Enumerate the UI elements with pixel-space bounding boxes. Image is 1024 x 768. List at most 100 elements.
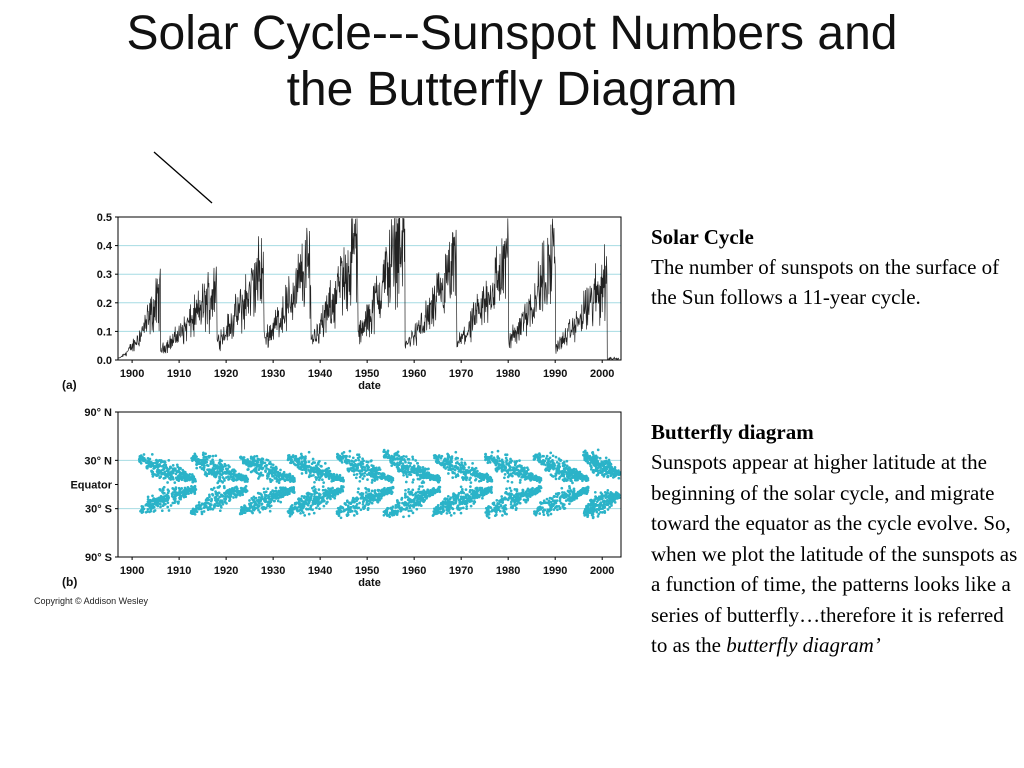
sunspot-dot [572,491,575,495]
sunspot-dot [268,477,272,481]
sunspot-dot [279,500,283,504]
sunspot-dot [251,459,255,463]
sunspot-dot [568,486,572,490]
sunspot-dot [219,464,222,468]
sunspot-dot [514,499,518,503]
sunspot-dot [198,465,202,469]
sunspot-dot [561,491,564,494]
sunspot-dot [252,499,256,503]
sunspot-dot [255,454,259,458]
x-tick-label: 1940 [308,565,332,577]
sunspot-dot [209,462,213,466]
sunspot-dot [422,476,425,480]
sunspot-dot [160,509,164,513]
sunspot-dot [583,514,587,517]
sunspot-dot [311,457,315,461]
sunspot-dot [350,459,353,463]
sunspot-dot [173,501,176,505]
sunspot-dot [265,494,268,498]
sunspot-dot [439,503,443,506]
sunspot-dot [295,459,298,463]
sunspot-dot [511,466,515,469]
sunspot-dot [215,491,218,495]
sunspot-dot [490,485,493,489]
sunspot-dot [513,463,517,467]
sunspot-dot [535,453,539,457]
sunspot-dot [141,505,145,509]
sunspot-dot [457,462,461,466]
sunspot-dot [352,460,356,464]
sunspot-dot [503,496,507,500]
sunspot-dot [202,456,206,459]
sunspot-dot [239,455,243,459]
sunspot-dot [155,502,159,506]
sunspot-dot [138,460,142,464]
sunspot-dot [385,489,388,493]
sunspot-dot [232,496,235,499]
sunspot-dot [470,489,474,492]
sunspot-dot [408,506,412,510]
sunspot-dot [323,462,327,465]
sunspot-dot [321,478,324,482]
sunspot-dot [248,499,251,502]
sunspot-dot [500,497,504,501]
sunspot-dot [270,498,274,502]
sunspot-dot [374,468,378,472]
sunspot-dot [476,469,479,473]
sunspot-dot [443,497,446,501]
sunspot-dot [211,458,214,462]
sunspot-dot [454,450,458,454]
sunspot-dot [141,509,144,512]
sunspot-dot [193,507,197,511]
sunspot-dot [553,499,557,503]
x-tick-label: 1950 [355,368,379,380]
sunspot-dot [322,491,326,495]
sunspot-dot [274,486,278,490]
y-tick-label: Equator [70,480,112,492]
sunspot-dot [347,467,351,471]
sunspot-dot [255,471,259,475]
sunspot-dot [319,501,323,504]
sunspot-dot [139,454,143,457]
sunspot-dot [529,472,533,475]
sunspot-dot [563,463,567,467]
sunspot-dot [542,513,546,517]
sunspot-dot [513,460,516,464]
sunspot-dot [394,463,398,466]
sunspot-dot [404,508,407,511]
sunspot-dot [425,494,429,498]
sunspot-dot [218,460,222,463]
sunspot-dot [565,459,569,463]
sunspot-dot [503,467,507,470]
sunspot-dot [156,460,159,464]
sunspot-dot [278,495,282,498]
sunspot-dot [546,461,549,465]
sunspot-dot [228,498,232,501]
sunspot-dot [315,471,319,474]
sunspot-dot [437,487,441,491]
sunspot-dot [204,503,207,507]
sunspot-dot [249,464,253,468]
sunspot-dot [267,468,270,471]
sunspot-dot [355,468,359,472]
sunspot-dot [213,496,217,500]
sunspot-dot [483,474,487,477]
sunspot-dot [421,485,424,488]
sunspot-dot [337,511,340,515]
sunspot-dot [185,472,188,476]
sunspot-dot [465,476,469,480]
sunspot-dot [386,486,390,490]
sunspot-dot [460,461,463,464]
sunspot-dot [382,513,386,517]
sunspot-dot [380,494,383,498]
sunspot-dot [169,476,173,479]
sunspot-dot [300,472,304,475]
sunspot-dot [417,503,420,507]
sunspot-dot [569,498,572,501]
sunspot-dot [557,492,561,495]
sunspot-dot [201,453,205,457]
sunspot-dot [480,472,483,476]
sunspot-dot [166,475,170,478]
sunspot-dot [569,489,572,493]
sunspot-dot [182,470,185,474]
